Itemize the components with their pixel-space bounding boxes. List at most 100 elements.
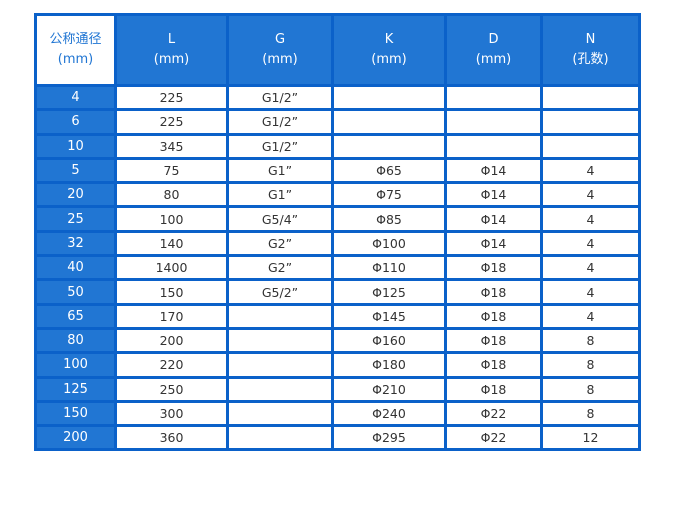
table-cell: Φ65 — [331, 156, 447, 185]
table-cell: Φ85 — [331, 205, 447, 233]
table-cell: 360 — [114, 424, 229, 452]
table-row: 6 225 G1/2” — [34, 108, 641, 136]
table-cell: 20 — [34, 181, 117, 209]
table-cell: Φ240 — [331, 399, 447, 428]
column-header: 公称通径 (mm) — [34, 13, 117, 87]
table-cell: Φ22 — [444, 399, 543, 428]
header-text: L — [167, 32, 176, 47]
table-cell: 75 — [114, 156, 229, 185]
table-row: 10 345 G1/2” — [34, 132, 641, 160]
table-cell: 4 — [540, 302, 641, 330]
table-cell — [226, 302, 334, 330]
table-cell: 10 — [34, 132, 117, 160]
table-row: 20 80 G1” Φ75 Φ14 4 — [34, 181, 641, 209]
table-row: 25 100 G5/4” Φ85 Φ14 4 — [34, 205, 641, 233]
table-cell: 150 — [34, 399, 117, 428]
table-cell — [540, 132, 641, 160]
header-text: (孔数) — [572, 52, 609, 67]
table-cell: 8 — [540, 375, 641, 403]
table-cell: G5/4” — [226, 205, 334, 233]
table-row: 5 75 G1” Φ65 Φ14 4 — [34, 156, 641, 185]
table-cell: Φ100 — [331, 229, 447, 258]
table-cell — [331, 83, 447, 112]
table-cell: Φ18 — [444, 351, 543, 379]
table-cell: G5/2” — [226, 278, 334, 306]
column-header: G (mm) — [226, 13, 334, 87]
table-row: 80 200 Φ160 Φ18 8 — [34, 326, 641, 355]
table-cell: Φ14 — [444, 181, 543, 209]
table-cell: 125 — [34, 375, 117, 403]
table-cell: Φ14 — [444, 229, 543, 258]
table-cell: 12 — [540, 424, 641, 452]
table-cell — [444, 83, 543, 112]
header-row: 公称通径 (mm) L (mm) G (mm) K (mm) D (mm) N (孔数) — [34, 13, 641, 87]
table-cell: 345 — [114, 132, 229, 160]
header-text: D — [488, 32, 499, 47]
header-text: (mm) — [475, 52, 512, 67]
table-row: 40 1400 G2” Φ110 Φ18 4 — [34, 254, 641, 282]
table-cell: 8 — [540, 399, 641, 428]
table-cell: 80 — [34, 326, 117, 355]
table-cell: Φ14 — [444, 205, 543, 233]
table-cell: 8 — [540, 351, 641, 379]
table-row: 150 300 Φ240 Φ22 8 — [34, 399, 641, 428]
table-cell — [444, 132, 543, 160]
table-cell: Φ18 — [444, 254, 543, 282]
table-cell: G1/2” — [226, 83, 334, 112]
table-row: 125 250 Φ210 Φ18 8 — [34, 375, 641, 403]
table-cell: 150 — [114, 278, 229, 306]
table-cell: 4 — [540, 156, 641, 185]
table-cell: 200 — [114, 326, 229, 355]
table-cell — [540, 83, 641, 112]
table-cell: Φ295 — [331, 424, 447, 452]
header-text: (mm) — [371, 52, 407, 67]
table-cell: G1/2” — [226, 132, 334, 160]
table-cell: 225 — [114, 108, 229, 136]
table-cell — [226, 326, 334, 355]
table-cell: Φ160 — [331, 326, 447, 355]
header-text: (mm) — [262, 52, 298, 67]
table-cell: Φ180 — [331, 351, 447, 379]
table-cell: Φ210 — [331, 375, 447, 403]
table-cell: Φ110 — [331, 254, 447, 282]
column-header: D (mm) — [444, 13, 543, 87]
table-cell: 300 — [114, 399, 229, 428]
table-cell: 65 — [34, 302, 117, 330]
table-cell: Φ22 — [444, 424, 543, 452]
column-header: N (孔数) — [540, 13, 641, 87]
table-row: 200 360 Φ295 Φ22 12 — [34, 424, 641, 452]
header-text: (mm) — [57, 52, 94, 67]
table-cell: 25 — [34, 205, 117, 233]
table-cell: Φ145 — [331, 302, 447, 330]
table-cell: G1” — [226, 156, 334, 185]
table-row: 65 170 Φ145 Φ18 4 — [34, 302, 641, 330]
header-text: G — [274, 32, 286, 47]
table-cell: Φ75 — [331, 181, 447, 209]
table-cell: 50 — [34, 278, 117, 306]
table-row: 32 140 G2” Φ100 Φ14 4 — [34, 229, 641, 258]
table-cell: 40 — [34, 254, 117, 282]
table-cell: Φ125 — [331, 278, 447, 306]
table-cell: 100 — [34, 351, 117, 379]
table-cell: 100 — [114, 205, 229, 233]
header-text: N — [585, 32, 596, 47]
table-cell: Φ14 — [444, 156, 543, 185]
table-cell — [331, 108, 447, 136]
table-cell: 8 — [540, 326, 641, 355]
table-cell: 6 — [34, 108, 117, 136]
table-cell: 80 — [114, 181, 229, 209]
table-cell — [540, 108, 641, 136]
header-text: K — [384, 32, 394, 47]
header-text: 公称通径 — [49, 32, 102, 47]
table-cell: 200 — [34, 424, 117, 452]
table-cell: 225 — [114, 83, 229, 112]
table-cell — [226, 424, 334, 452]
table-cell: 5 — [34, 156, 117, 185]
table-cell: G1” — [226, 181, 334, 209]
header-text: (mm) — [153, 52, 190, 67]
table-cell — [226, 399, 334, 428]
table-cell — [444, 108, 543, 136]
table-cell: 32 — [34, 229, 117, 258]
table-cell: Φ18 — [444, 375, 543, 403]
table-cell: 4 — [540, 181, 641, 209]
